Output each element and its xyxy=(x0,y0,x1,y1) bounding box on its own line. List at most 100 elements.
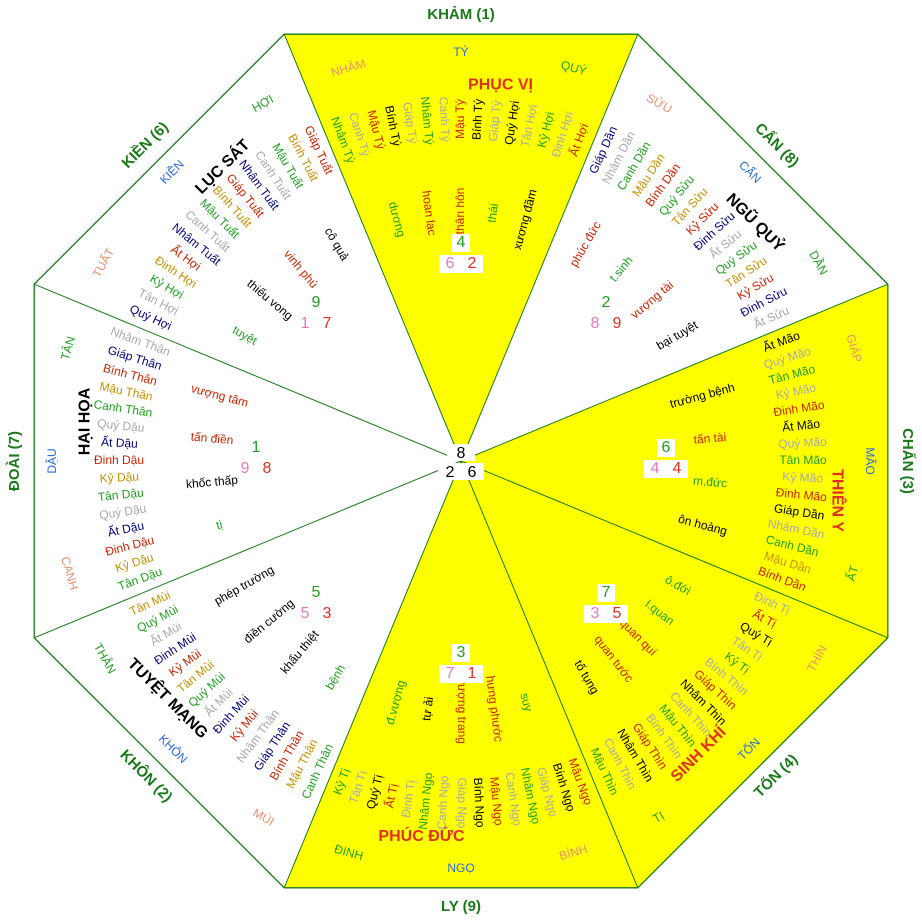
sector-can-number-bottom-left: 8 xyxy=(591,315,600,332)
sector-doai-sub-dau: DẬU xyxy=(44,448,59,473)
sector-doai-stem-at-dau: Ất Dậu xyxy=(101,434,138,451)
sector-kham-stem-quy-hoi: Quý Hợi xyxy=(502,100,523,146)
sector-doai-sub-tan: TÂN xyxy=(57,335,78,362)
sector-kham-term-than-hon: thân hôn xyxy=(453,188,467,235)
sector-divider xyxy=(460,460,639,888)
center-bottom-right-number: 6 xyxy=(468,464,477,481)
sector-kham-term-hoan-lac: hoan lạc xyxy=(419,190,439,237)
sector-divider xyxy=(283,460,462,888)
sector-ly-star: PHÚC ĐỨC xyxy=(378,826,465,845)
sector-fills xyxy=(34,34,888,888)
sector-can-fill xyxy=(461,34,888,461)
sector-divider xyxy=(460,460,888,639)
sector-ly-stem-at-ti: Ất Tị xyxy=(381,782,401,809)
sector-ly-stem-dinh-ti: Đinh Tị xyxy=(399,779,419,818)
sector-ly-number-bottom-left: 7 xyxy=(446,665,455,682)
sector-can-number-bottom-right: 9 xyxy=(613,315,622,332)
sector-chan-sub-mao: MÃO xyxy=(863,447,877,474)
sector-kham-term-thai: thái xyxy=(485,202,501,223)
sector-divider xyxy=(34,460,462,639)
sector-kham-star: PHỤC VỊ xyxy=(468,76,533,93)
sector-doai-term-tan-dien: tấn điền xyxy=(190,430,234,448)
sector-chan-sub-at: ẤT xyxy=(843,563,862,583)
sector-chan-number-bottom-right: 4 xyxy=(673,460,682,477)
sector-ly-stem-canh-ngo: Canh Ngọ xyxy=(435,775,452,830)
sector-kham-number-bottom-box xyxy=(439,255,483,273)
sector-ton-number-bottom-right: 5 xyxy=(613,605,622,622)
sector-ton-number-bottom-left: 3 xyxy=(591,605,600,622)
sector-doai-term-ti: tị xyxy=(215,517,224,532)
sector-chan-number-top: 6 xyxy=(662,439,671,456)
sector-ly-number-top: 3 xyxy=(457,644,466,661)
sector-chan-stem-tan-mao: Tân Mão xyxy=(779,453,827,467)
sector-chan-stem-quy-mao: Quý Mão xyxy=(778,435,828,451)
sector-doai-stem-dinh-dau: Đinh Dậu xyxy=(94,453,144,467)
sector-chan-term-m-duc: m.đức xyxy=(693,474,728,491)
sector-chan-trigram: CHẤN (3) xyxy=(899,428,916,494)
center-top-box xyxy=(447,444,475,461)
sector-kham-stem-mau-ty: Mậu Tý xyxy=(453,99,467,139)
sector-kham-number-bottom-left: 6 xyxy=(446,255,455,272)
sector-kham-stem-binh-ty: Bính Tý xyxy=(469,98,485,140)
sector-kham-stem-nham-ty: Nhâm Tý xyxy=(418,96,437,146)
center-bottom-box xyxy=(438,463,484,480)
sector-chan-number-bottom-left: 4 xyxy=(651,460,660,477)
sector-doai-fill xyxy=(34,284,461,638)
sector-chan-stem-dinh-mao: Đinh Mão xyxy=(775,485,828,504)
sector-doai-stem-ky-dau: Kỷ Dậu xyxy=(99,469,139,485)
sector-kien-fill xyxy=(34,34,461,461)
sector-doai-number-bottom-left: 9 xyxy=(241,460,250,477)
sector-chan-term-tan-tai: tấn tài xyxy=(693,430,727,447)
sector-divider xyxy=(283,34,462,462)
sector-divider xyxy=(34,283,462,462)
sector-ton-number-top: 7 xyxy=(602,584,611,601)
sector-ly-stem-mau-ngo: Mậu Ngọ xyxy=(487,776,506,826)
sector-ly-sub-ngo: NGỌ xyxy=(447,861,474,875)
sector-doai-star: HẠI HỌA xyxy=(76,387,93,455)
sector-kien-number-bottom-right: 7 xyxy=(323,315,332,332)
sector-doai-number-bottom-right: 8 xyxy=(263,460,272,477)
sector-kham-sub-ty: TÝ xyxy=(453,44,468,59)
sector-ly-number-top-box xyxy=(452,644,470,662)
outer-octagon xyxy=(33,33,889,889)
sector-khon-number-top: 5 xyxy=(312,584,321,601)
sector-doai-stem-quy-dau: Quý Dậu xyxy=(97,416,146,435)
sector-kham-stem-giap-ty: Giáp Tý xyxy=(400,101,420,144)
sector-can-number-top: 2 xyxy=(602,294,611,311)
sector-chan-stem-ky-mao: Kỷ Mão xyxy=(782,469,824,485)
sector-ton-number-top-box xyxy=(597,584,615,602)
sector-lines xyxy=(33,33,889,889)
sector-ly-term-vuong-trang: vượng trang xyxy=(455,678,469,744)
sector-kham-stem-giap-ty: Giáp Tý xyxy=(486,99,504,142)
sector-chan-star: THIÊN Y xyxy=(829,469,848,532)
sector-ly-number-bottom-right: 1 xyxy=(468,665,477,682)
center-palace: 8 2 6 xyxy=(438,444,484,481)
sector-kien-number-bottom-left: 1 xyxy=(301,315,310,332)
sector-chan-number-bottom-box xyxy=(644,460,688,478)
center-bottom-left-number: 2 xyxy=(446,464,455,481)
sector-chan-number-top-box xyxy=(657,439,675,457)
sector-doai-trigram: ĐOÀI (7) xyxy=(6,431,23,491)
sector-ton-number-bottom-box xyxy=(584,605,628,623)
sector-kham-sub-quy: QUÝ xyxy=(559,57,588,79)
sector-ly-trigram: LY (9) xyxy=(441,898,481,915)
sector-kham-stem-canh-ty: Canh Tý xyxy=(436,96,452,142)
sector-kien-number-top: 9 xyxy=(312,294,321,311)
sector-ly-number-bottom-box xyxy=(439,665,483,683)
sector-kham-number-top-box xyxy=(452,234,470,252)
sector-doai-term-khoc-thap: khốc thấp xyxy=(185,473,238,492)
sector-ly-stem-binh-ngo: Bính Ngọ xyxy=(471,777,488,828)
sector-doai-stem-tan-dau: Tân Dậu xyxy=(97,485,144,504)
sector-ly-term-suy: suy xyxy=(517,691,535,713)
sector-ton-fill xyxy=(461,461,888,888)
sector-divider xyxy=(460,283,888,462)
sector-doai-number-top: 1 xyxy=(252,439,261,456)
sector-divider xyxy=(460,34,639,462)
sector-khon-fill xyxy=(34,461,461,888)
sector-kham-number-bottom-right: 2 xyxy=(468,255,477,272)
sector-ly-term-tu-ai: tự ải xyxy=(419,696,436,722)
sector-ly-stem-giap-ngo: Giáp Ngọ xyxy=(455,778,469,829)
sector-khon-number-bottom-right: 3 xyxy=(323,605,332,622)
sector-khon-number-bottom-left: 5 xyxy=(301,605,310,622)
